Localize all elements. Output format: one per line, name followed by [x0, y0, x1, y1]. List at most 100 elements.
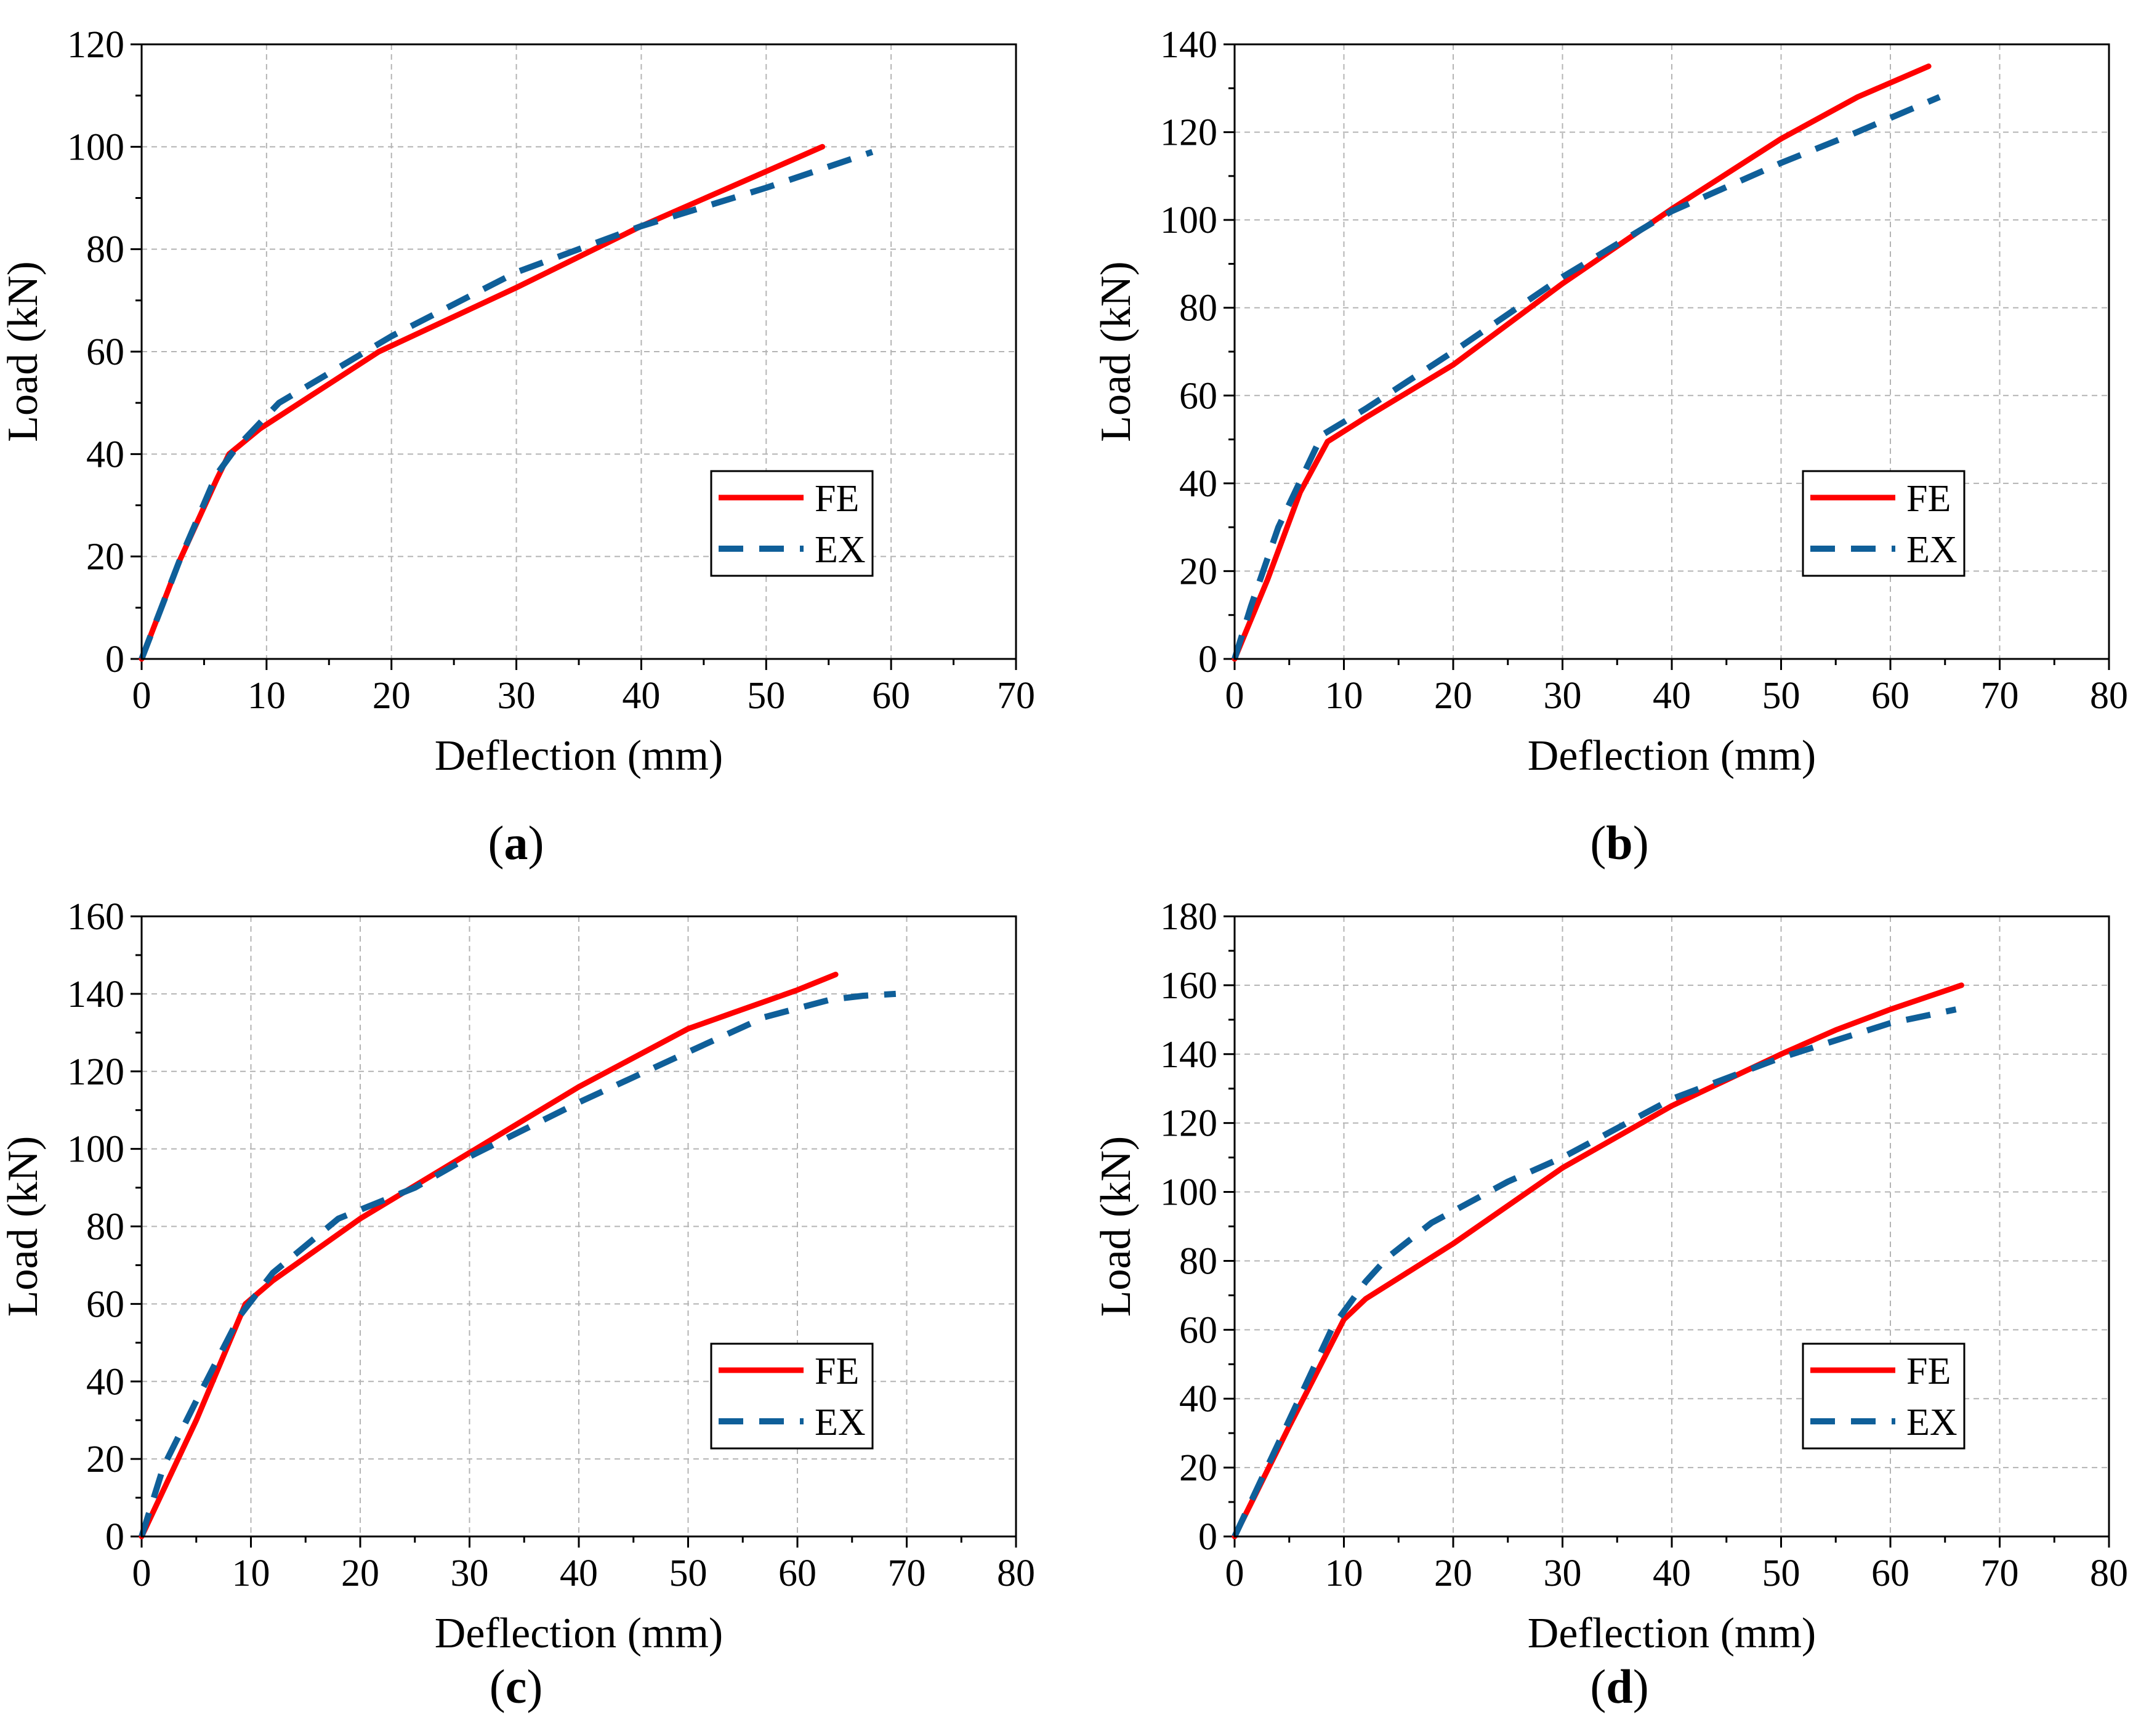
legend-label-ex: EX: [1906, 529, 1958, 571]
plot-frame: [140, 43, 1017, 660]
y-tick-label: 40: [86, 434, 124, 475]
x-tick-label: 70: [1981, 1552, 2019, 1594]
x-tick-label: 40: [1653, 675, 1691, 717]
legend-label-fe: FE: [815, 1350, 859, 1392]
legend: FE EX: [710, 470, 874, 577]
x-tick-label: 30: [1544, 1552, 1582, 1594]
y-axis-label: Load (kN): [1092, 261, 1140, 442]
x-axis-label: Deflection (mm): [1528, 1610, 1816, 1657]
y-axis-label: Load (kN): [1092, 1136, 1140, 1317]
x-tick-label: 20: [341, 1552, 379, 1594]
y-axis-label: Load (kN): [0, 1136, 47, 1317]
y-tick-label: 100: [1160, 200, 1217, 241]
plot-frame: [1233, 43, 2110, 660]
legend-box: [1802, 470, 1966, 577]
y-tick-label: 0: [1198, 639, 1217, 680]
y-tick-label: 0: [105, 1516, 124, 1558]
x-tick-label: 20: [1434, 675, 1472, 717]
x-tick-label: 10: [248, 675, 286, 717]
x-tick-label: 50: [747, 675, 785, 717]
x-tick-label: 0: [132, 675, 151, 717]
y-tick-label: 40: [1179, 1378, 1217, 1420]
x-tick-label: 80: [2090, 675, 2128, 717]
y-axis-label: Load (kN): [0, 261, 47, 442]
x-tick-label: 30: [1544, 675, 1582, 717]
legend-label-ex: EX: [1906, 1402, 1958, 1443]
y-tick-label: 100: [67, 1129, 124, 1171]
panel-caption: (b): [1590, 816, 1648, 870]
x-axis-label: Deflection (mm): [1528, 732, 1816, 780]
legend: FE EX: [710, 1342, 874, 1450]
legend: FE EX: [1802, 470, 1966, 577]
y-tick-label: 80: [1179, 1240, 1217, 1282]
x-tick-label: 0: [1225, 675, 1244, 717]
y-tick-label: 120: [1160, 1103, 1217, 1145]
legend-box: [710, 1342, 874, 1450]
series-line-ex: [139, 990, 897, 1538]
x-tick-label: 80: [997, 1552, 1035, 1594]
x-tick-label: 40: [622, 675, 660, 717]
legend-box: [1802, 1342, 1966, 1450]
x-tick-label: 0: [1225, 1552, 1244, 1594]
y-tick-label: 80: [1179, 288, 1217, 329]
x-tick-label: 50: [1762, 1552, 1800, 1594]
series-line-fe: [139, 971, 839, 1540]
y-tick-label: 40: [1179, 463, 1217, 505]
y-tick-label: 0: [1198, 1516, 1217, 1558]
chart-panel-b: 0 10 20 30 40 50 60 70 80 0 20 40 60 80 100 120 140 Defle…: [1092, 24, 2128, 870]
legend-label-fe: FE: [1906, 1350, 1951, 1392]
x-tick-label: 10: [232, 1552, 270, 1594]
y-tick-label: 180: [1160, 896, 1217, 938]
x-axis-label: Deflection (mm): [435, 732, 723, 780]
y-tick-label: 160: [1160, 965, 1217, 1007]
series-line-fe: [1232, 982, 1964, 1540]
x-axis-label: Deflection (mm): [435, 1610, 723, 1657]
x-tick-label: 40: [1653, 1552, 1691, 1594]
y-tick-label: 140: [67, 974, 124, 1015]
y-tick-label: 140: [1160, 24, 1217, 66]
x-tick-label: 30: [498, 675, 536, 717]
y-tick-label: 20: [1179, 551, 1217, 592]
x-tick-label: 0: [132, 1552, 151, 1594]
x-tick-label: 60: [778, 1552, 816, 1594]
x-tick-label: 70: [1981, 675, 2019, 717]
x-tick-label: 70: [888, 1552, 926, 1594]
y-tick-label: 60: [1179, 1309, 1217, 1351]
y-tick-label: 120: [67, 24, 124, 66]
x-tick-label: 20: [1434, 1552, 1472, 1594]
y-tick-label: 40: [86, 1361, 124, 1403]
series-line-fe: [139, 143, 826, 662]
x-tick-label: 40: [560, 1552, 598, 1594]
y-tick-label: 60: [86, 1283, 124, 1325]
y-tick-label: 60: [86, 331, 124, 373]
y-tick-label: 0: [105, 639, 124, 680]
y-tick-label: 120: [67, 1051, 124, 1093]
legend-label-fe: FE: [815, 478, 859, 520]
plot-frame: [1233, 915, 2110, 1538]
x-tick-label: 50: [669, 1552, 708, 1594]
series-line-ex: [139, 148, 874, 660]
panel-caption: (c): [490, 1660, 543, 1713]
plot-frame: [140, 915, 1017, 1538]
series-line-ex: [1232, 1006, 1957, 1538]
legend-label-ex: EX: [815, 1402, 866, 1443]
y-tick-label: 20: [86, 536, 124, 578]
legend-box: [710, 470, 874, 577]
x-tick-label: 20: [373, 675, 411, 717]
series-line-fe: [1232, 63, 1932, 662]
y-tick-label: 140: [1160, 1034, 1217, 1076]
y-tick-label: 160: [67, 896, 124, 938]
y-tick-label: 20: [1179, 1447, 1217, 1489]
chart-panel-a: 0 10 20 30 40 50 60 70 0 20 40 60 80 100 120 Deflection…: [0, 24, 1035, 870]
legend: FE EX: [1802, 1342, 1966, 1450]
x-tick-label: 60: [1871, 1552, 1909, 1594]
y-tick-label: 80: [86, 1206, 124, 1248]
x-tick-label: 70: [997, 675, 1035, 717]
chart-panel-d: 0 10 20 30 40 50 60 70 80 0 20 40 60 80 100 120 140 160 18…: [1092, 896, 2128, 1713]
panel-caption: (a): [488, 816, 544, 870]
x-tick-label: 10: [1325, 1552, 1363, 1594]
x-tick-label: 50: [1762, 675, 1800, 717]
panel-caption: (d): [1590, 1660, 1648, 1713]
x-tick-label: 60: [1871, 675, 1909, 717]
